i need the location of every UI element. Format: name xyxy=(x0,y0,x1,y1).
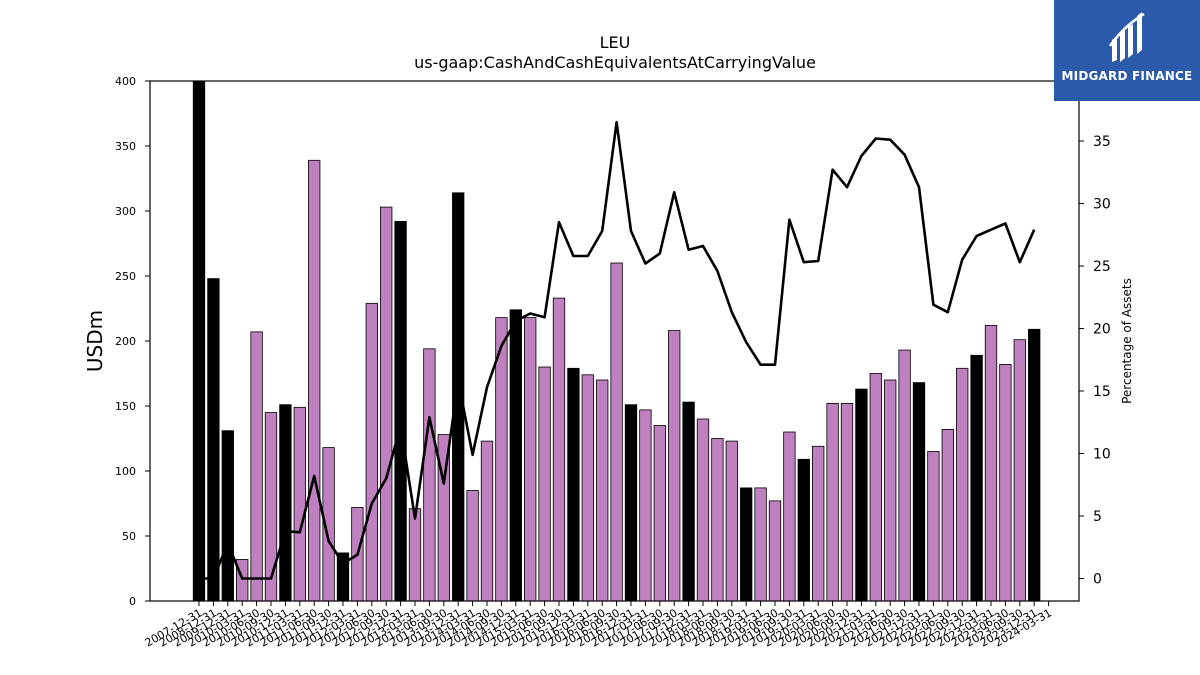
bar-2015-12-31 xyxy=(567,367,580,602)
bar-2018-06-30 xyxy=(711,438,724,602)
bar-2014-03-31 xyxy=(466,490,479,602)
bar-2022-06-30 xyxy=(941,428,954,602)
bar-2016-12-31 xyxy=(624,404,638,602)
bar-2018-03-31 xyxy=(696,418,710,602)
bar-2012-06-30 xyxy=(365,302,378,602)
bar-2010-09-30 xyxy=(264,412,278,602)
bars-layer xyxy=(192,80,1041,602)
logo-badge: MIDGARD FINANCE xyxy=(1054,0,1200,101)
bar-2009-12-31 xyxy=(221,430,234,602)
y2-tick-label-35: 35 xyxy=(1093,134,1111,150)
y2-axis-label: Percentage of Assets xyxy=(1120,278,1134,404)
y-tick-label-100: 100 xyxy=(115,465,136,478)
bar-2016-09-30 xyxy=(610,262,623,602)
bar-2022-09-30 xyxy=(956,367,969,602)
bar-2017-06-30 xyxy=(653,425,666,602)
x-axis: 2007-12-312008-12-312009-12-312010-03-31… xyxy=(143,601,1054,650)
bar-2012-09-30 xyxy=(380,206,393,602)
series-line-percentage-of-assets xyxy=(199,120,1036,580)
y2-tick-label-30: 30 xyxy=(1093,197,1111,213)
chart-subtitle: us-gaap:CashAndCashEquivalentsAtCarrying… xyxy=(414,53,816,72)
y-axis-label: USDm xyxy=(83,310,107,372)
y-tick-label-300: 300 xyxy=(115,205,136,218)
bar-2023-12-31 xyxy=(1028,328,1041,602)
bar-2017-09-30 xyxy=(668,330,681,602)
y-tick-label-150: 150 xyxy=(115,400,136,413)
y-tick-label-400: 400 xyxy=(115,75,136,88)
bar-2017-12-31 xyxy=(682,401,695,602)
y-tick-label-50: 50 xyxy=(122,530,136,543)
bar-2021-03-31 xyxy=(869,373,882,602)
bar-2012-12-31 xyxy=(394,220,407,602)
bar-2011-06-30 xyxy=(308,159,321,602)
right-axis: 0 5 10 15 20 25 30 35 xyxy=(1079,134,1111,588)
y2-tick-label-20: 20 xyxy=(1093,322,1111,338)
bar-2013-06-30 xyxy=(423,348,436,602)
bar-2023-09-30 xyxy=(1013,339,1026,602)
y2-tick-label-0: 0 xyxy=(1093,572,1102,588)
bar-2013-03-31 xyxy=(408,508,422,602)
bar-2015-06-30 xyxy=(538,366,551,602)
bar-2016-06-30 xyxy=(596,379,609,602)
bar-2019-12-31 xyxy=(797,458,810,602)
y-tick-label-200: 200 xyxy=(115,335,136,348)
bar-2021-06-30 xyxy=(884,379,897,602)
bar-2010-12-31 xyxy=(279,404,292,602)
bar-2015-03-31 xyxy=(524,317,537,602)
logo-mark-icon xyxy=(1108,12,1145,62)
bar-2023-06-30 xyxy=(999,363,1012,602)
bar-2007-12-31 xyxy=(192,80,206,602)
bar-2017-03-31 xyxy=(639,409,652,602)
bar-2022-12-31 xyxy=(970,354,983,602)
bar-2014-06-30 xyxy=(480,440,494,602)
y-tick-label-350: 350 xyxy=(115,140,136,153)
line-layer xyxy=(199,120,1036,580)
bar-2010-06-30 xyxy=(250,331,263,602)
y-tick-label-250: 250 xyxy=(115,270,136,283)
bar-2015-09-30 xyxy=(552,297,566,602)
bar-2008-12-31 xyxy=(207,278,220,602)
bar-2018-09-30 xyxy=(725,440,738,602)
bar-2019-09-30 xyxy=(783,431,796,602)
bar-2020-03-31 xyxy=(812,445,825,602)
y2-tick-label-25: 25 xyxy=(1093,259,1111,275)
bar-2019-03-31 xyxy=(754,487,767,602)
left-axis: 0 50 100 150 200 250 300 350 400 xyxy=(115,75,150,608)
bar-2020-12-31 xyxy=(855,388,868,602)
chart-title: LEU xyxy=(600,33,631,52)
bar-2021-09-30 xyxy=(898,349,911,602)
bar-2022-03-31 xyxy=(927,451,940,602)
y2-tick-label-5: 5 xyxy=(1093,509,1102,525)
bar-2016-03-31 xyxy=(581,374,594,602)
bar-2020-09-30 xyxy=(840,402,854,602)
logo-text: MIDGARD FINANCE xyxy=(1061,69,1193,83)
y-tick-label-0: 0 xyxy=(129,595,136,608)
bar-2018-12-31 xyxy=(740,487,753,602)
bar-2014-12-31 xyxy=(509,309,522,602)
bar-2021-12-31 xyxy=(912,382,926,602)
y2-tick-label-10: 10 xyxy=(1093,447,1111,463)
bar-2011-03-31 xyxy=(293,406,306,602)
bar-2020-06-30 xyxy=(826,402,839,602)
y2-tick-label-15: 15 xyxy=(1093,384,1111,400)
bar-2019-06-30 xyxy=(768,500,782,602)
bar-2023-03-31 xyxy=(984,324,998,602)
